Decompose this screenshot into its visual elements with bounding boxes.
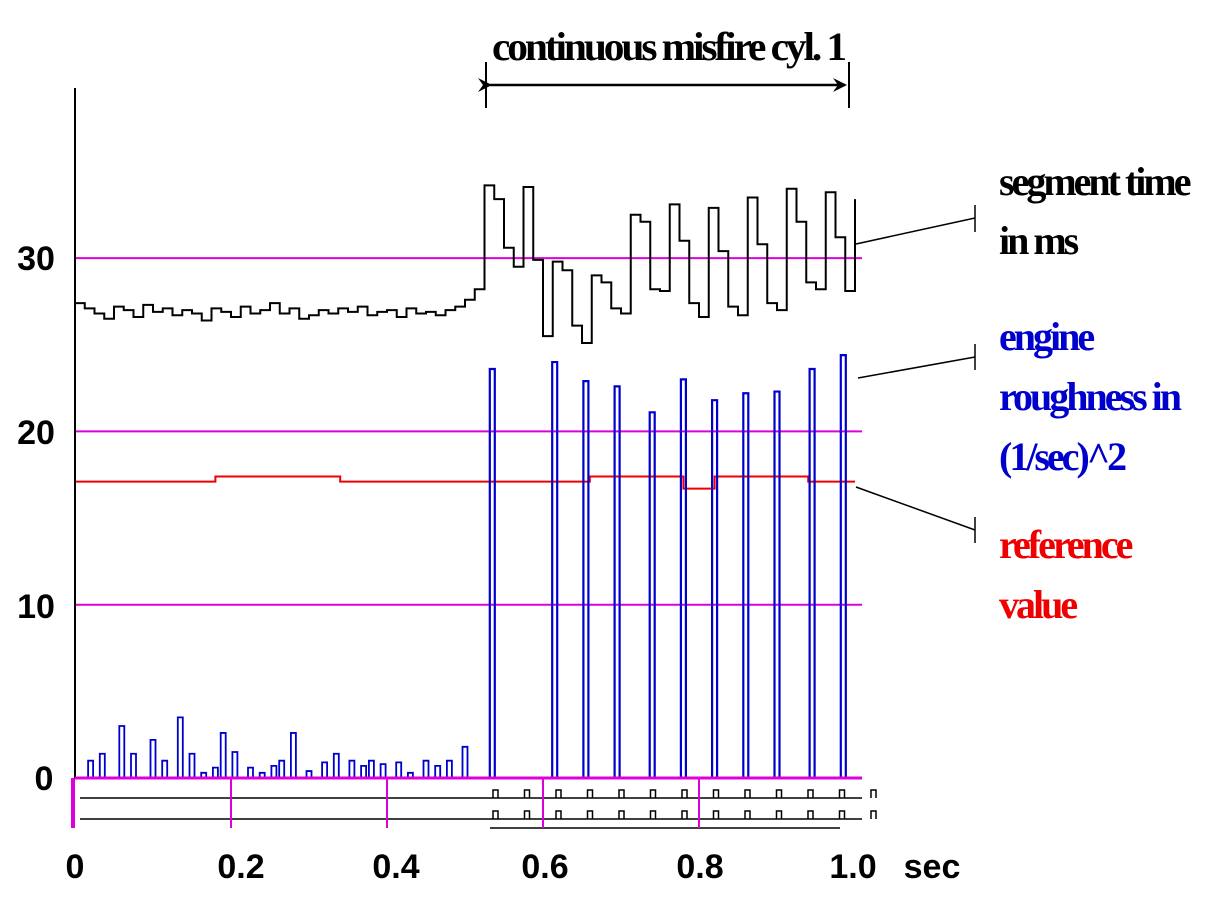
leader-line [855,217,976,245]
y-tick-label: 30 [17,240,55,278]
roughness-spike [231,751,239,778]
roughness-spike [290,732,297,778]
legend-label-line: engine [999,314,1094,359]
x-tick-labels: 0 0.2 0.4 0.6 0.8 1.0 sec [66,848,961,886]
roughness-spike [368,759,375,778]
roughness-spike [422,759,430,778]
roughness-spike [258,771,266,778]
roughness-spike [773,390,781,778]
roughness-spike [332,752,340,778]
roughness-spike [149,738,157,778]
pulse-train [492,789,877,798]
roughness-spike [648,411,656,778]
roughness-spike [247,766,254,778]
roughness-spike [742,392,750,778]
pulse-tracks [80,789,877,829]
series-segment-time [75,184,856,345]
roughness-spike [679,378,687,778]
x-tick-label: 1.0 [829,848,876,886]
series-layer [75,184,856,778]
legend-label-line: reference [999,522,1133,567]
roughness-spike [219,732,227,778]
legend-label-line: segment time [999,159,1191,204]
leader-line [855,486,976,531]
roughness-spike [200,771,208,778]
roughness-spike [98,752,106,778]
x-tick-label: 0 [66,848,85,886]
x-tick-label: 0.4 [372,848,419,886]
roughness-spike [161,759,169,778]
roughness-spike [130,752,137,778]
roughness-spike [446,759,453,778]
legend: segment time in ms engine roughness in (… [855,159,1194,627]
x-axis-label: sec [904,848,961,886]
misfire-span-annotation: continuous misfire cyl. 1 [478,24,850,108]
y-tick-label: 10 [17,588,55,626]
roughness-spike [395,761,403,778]
roughness-spike [379,763,387,778]
roughness-spike [87,759,94,778]
y-tick-label: 0 [35,760,54,798]
roughness-spike [360,764,367,778]
roughness-spike [582,380,590,778]
roughness-spike [808,367,816,778]
roughness-spike [551,360,559,778]
legend-label-line: in ms [999,218,1079,263]
legend-label-line: value [999,582,1077,627]
pulse-train [492,810,877,819]
x-tick-label: 0.2 [217,848,264,886]
roughness-spike [407,771,414,778]
roughness-spike [348,759,356,778]
x-tick-label: 0.8 [676,848,723,886]
roughness-spike [321,761,328,778]
roughness-spike [434,764,442,778]
leader-line [857,356,976,379]
roughness-spike [176,716,184,778]
legend-reference-value: reference value [855,486,1136,627]
series-reference-value [75,475,855,490]
x-tick-label: 0.6 [521,848,568,886]
roughness-spike [461,745,469,778]
roughness-spike [212,766,219,778]
roughness-spike [488,367,496,778]
legend-label-line: (1/sec)^2 [999,434,1126,479]
roughness-spike [188,752,196,778]
roughness-spike [278,759,286,778]
legend-label-line: roughness in [999,374,1182,419]
axes [71,88,862,828]
legend-segment-time: segment time in ms [855,159,1194,263]
roughness-spike [839,354,847,778]
y-tick-labels: 0 10 20 30 [17,240,55,798]
span-label: continuous misfire cyl. 1 [492,24,845,69]
roughness-spike [118,725,126,778]
y-tick-label: 20 [17,414,55,452]
legend-engine-roughness: engine roughness in (1/sec)^2 [857,314,1185,479]
roughness-spike [305,770,313,778]
roughness-spike [711,399,719,778]
reference-gridlines [75,257,862,606]
roughness-spike [270,764,278,778]
roughness-spike [613,385,621,778]
